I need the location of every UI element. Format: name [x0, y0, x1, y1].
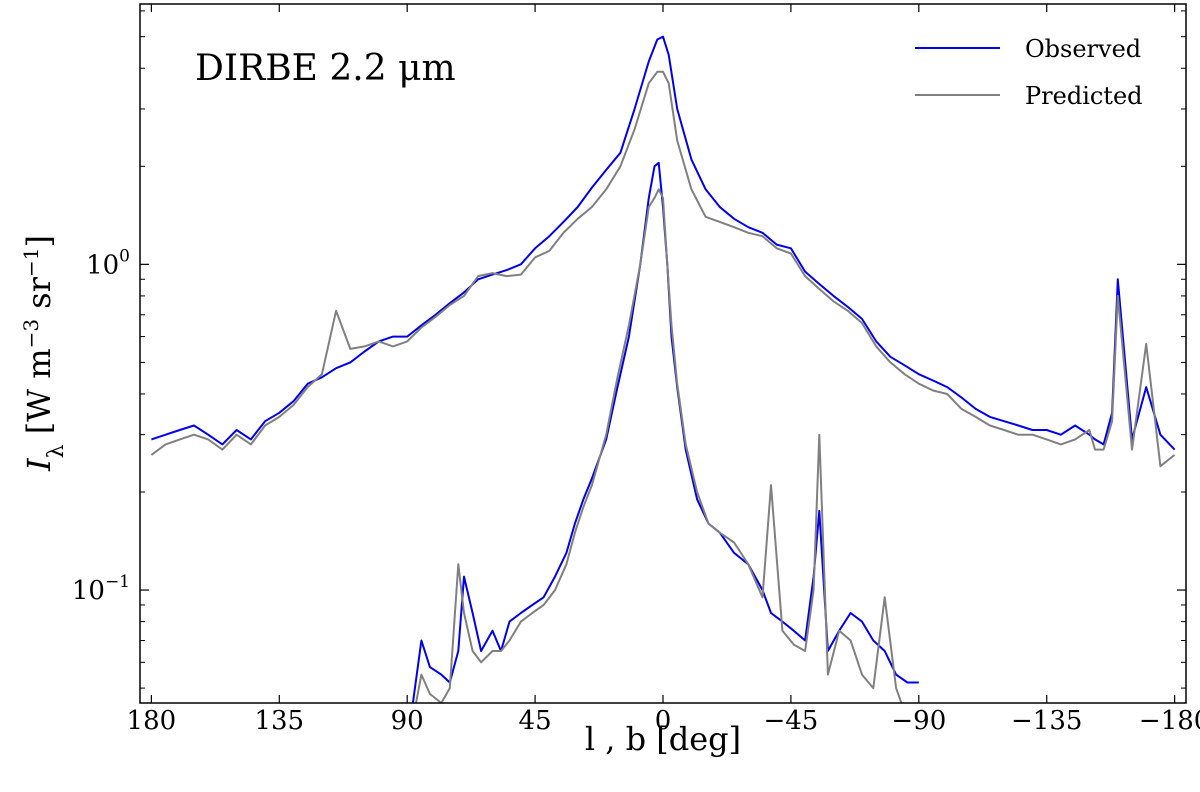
series-line-observed-b [411, 161, 919, 703]
series-line-observed-l [151, 35, 1176, 451]
x-tick-label: 90 [391, 706, 424, 736]
x-axis-label: l , b [deg] [585, 720, 741, 758]
x-tick-label: −90 [891, 706, 946, 736]
label-layer: 180 135 90 45 0 −45 −90 −135 −180 10−1 100 [72, 246, 1200, 736]
x-tick-label: −180 [1139, 706, 1200, 736]
x-tick-label: −45 [763, 706, 818, 736]
y-tick-label: 10−1 [72, 572, 130, 606]
x-tick-label: −135 [1011, 706, 1082, 736]
y-axis-label: Iλ [W m−3 sr−1] [19, 235, 69, 472]
x-tick-label: 0 [655, 706, 672, 736]
series-line-predicted-b [415, 188, 903, 703]
y-tick-label: 100 [86, 246, 130, 280]
legend-label-predicted: Predicted [1025, 82, 1143, 110]
chart-title: DIRBE 2.2 μm [195, 48, 456, 89]
legend: Observed Predicted [915, 35, 1143, 110]
tick-layer [140, 4, 1186, 703]
series-layer [150, 35, 1176, 703]
x-tick-label: 180 [127, 706, 177, 736]
x-tick-label: 135 [254, 706, 304, 736]
series-line-predicted-l [150, 70, 1176, 468]
legend-label-observed: Observed [1025, 35, 1141, 63]
x-tick-label: 45 [519, 706, 552, 736]
